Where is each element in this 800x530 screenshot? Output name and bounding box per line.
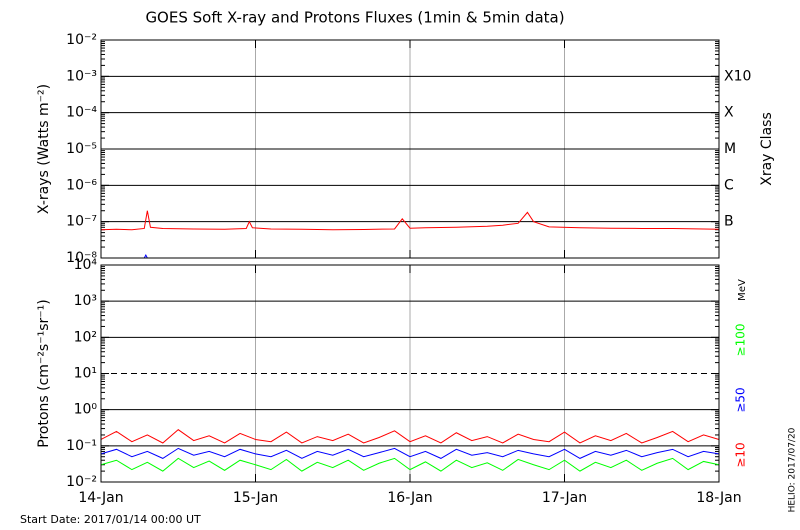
y-tick-label: 10⁴	[74, 257, 98, 273]
y-axis-label: X-rays (Watts m⁻²)	[36, 84, 52, 214]
chart-title: GOES Soft X-ray and Protons Fluxes (1min…	[145, 9, 564, 27]
y-tick-label: 10²	[74, 329, 97, 345]
y2-tick-label: C	[724, 177, 734, 193]
y-tick-label: 10⁻⁷	[66, 214, 97, 230]
x-tick-label: 16-Jan	[387, 490, 432, 506]
series-line	[100, 447, 720, 459]
x-tick-label: 14-Jan	[78, 490, 123, 506]
y-tick-label: 10⁻³	[66, 68, 97, 84]
legend-label: ≥10	[734, 442, 748, 467]
legend-label: ≥50	[734, 387, 748, 412]
stamp: HELIO: 2017/07/20	[788, 427, 798, 512]
series-line	[100, 210, 720, 231]
x-tick-label: 15-Jan	[233, 490, 278, 506]
plot-frame	[100, 264, 720, 483]
y-tick-label: 10⁻⁵	[66, 141, 97, 157]
legend-label: ≥100	[734, 324, 748, 357]
series-line	[100, 457, 720, 472]
y-tick-label: 10⁻²	[66, 32, 97, 48]
plot-frame	[100, 39, 720, 259]
y-tick-label: 10³	[74, 293, 97, 309]
y-tick-label: 10⁻⁴	[66, 105, 97, 121]
y-tick-label: 10⁰	[74, 402, 98, 418]
y2-tick-label: B	[724, 214, 734, 230]
y2-tick-label: M	[724, 141, 736, 157]
y-tick-label: 10⁻¹	[66, 438, 97, 454]
y2-axis-label: Xray Class	[759, 112, 775, 186]
series-line	[100, 429, 720, 444]
start-date: Start Date: 2017/01/14 00:00 UT	[20, 513, 201, 526]
y-axis-label: Protons (cm⁻²s⁻¹sr⁻¹)	[36, 299, 52, 448]
x-tick-label: 18-Jan	[696, 490, 741, 506]
y-tick-label: 10⁻⁶	[66, 177, 97, 193]
y2-tick-label: X10	[724, 68, 751, 84]
series-line	[143, 254, 148, 259]
y2-tick-label: X	[724, 105, 734, 121]
y2-axis-label: MeV	[737, 279, 748, 301]
x-tick-label: 17-Jan	[542, 490, 587, 506]
y-tick-label: 10⁻⁸	[66, 250, 97, 266]
y-tick-label: 10¹	[74, 366, 97, 382]
y-tick-label: 10⁻²	[66, 474, 97, 490]
